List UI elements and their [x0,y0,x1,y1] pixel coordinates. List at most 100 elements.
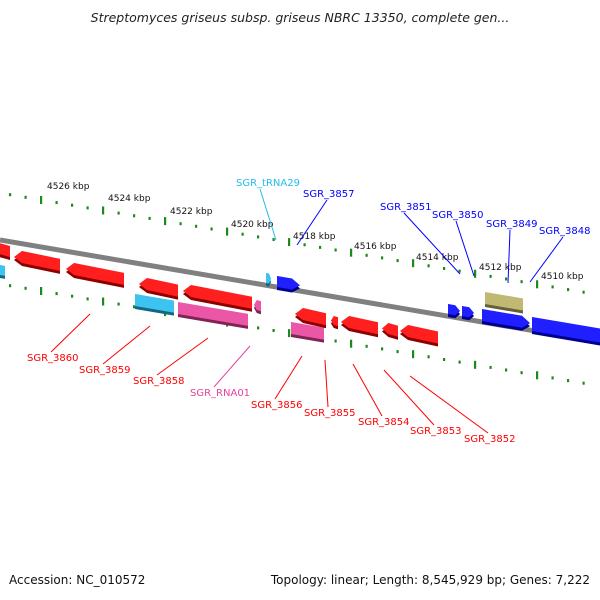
feature-label[interactable]: SGR_3856 [251,400,303,411]
feature-label[interactable]: SGR_3854 [358,417,410,428]
label-leader-line [455,220,475,277]
feature-rna[interactable] [178,302,248,329]
feature-label[interactable]: SGR_RNA01 [190,388,250,399]
scale-bottom-major-tick [474,360,477,369]
feature-label[interactable]: SGR_3848 [539,226,591,237]
feature-rna[interactable] [291,322,324,343]
scale-bottom-major-tick [102,297,105,306]
scale-bottom-minor-tick [458,360,461,364]
feature-sgr-rna01[interactable] [254,300,261,315]
scale-bottom-minor-tick [427,355,430,359]
scale-bottom-minor-tick [133,305,136,309]
scale-bottom-minor-tick [55,292,58,296]
feature-sgr-3856[interactable] [295,308,326,329]
scale-top-minor-tick [257,235,260,239]
scale-top-minor-tick [9,193,12,197]
scale-top-major-tick [288,238,291,247]
feature-label[interactable]: SGR_3852 [464,434,516,445]
scale-top-minor-tick [195,224,198,228]
feature-sgr-3850[interactable] [462,306,474,321]
feature-sgr-3851[interactable] [448,304,460,319]
label-leader-line [213,345,251,388]
feature-labels[interactable]: SGR_tRNA29SGR_3857SGR_3851SGR_3850SGR_38… [27,178,591,445]
feature-label[interactable]: SGR_3851 [380,202,432,213]
scale-top-major-tick [226,227,229,236]
scale-top-major-tick [536,280,539,289]
scale-top-major-tick [164,217,167,226]
feature-trna-sgr-trna29[interactable] [266,273,271,287]
scale-label: 4516 kbp [354,242,397,252]
scale-top-major-tick [102,206,105,215]
scale-bottom-major-tick [536,371,539,380]
feature-sgr-3855[interactable] [331,316,338,330]
feature-label[interactable]: SGR_3859 [79,365,131,376]
scale-bottom-major-tick [288,329,291,338]
label-leader-line [352,363,383,417]
label-leaders [50,188,564,434]
scale-top-minor-tick [24,195,27,199]
scale-bottom-minor-tick [443,358,446,361]
scale-label: 4524 kbp [108,194,151,204]
feature-trna[interactable] [0,264,5,279]
feature-sgr-3853[interactable] [382,323,398,340]
label-leader-line [102,325,151,365]
feature-label[interactable]: SGR_3858 [133,376,185,387]
scale-bottom-minor-tick [71,294,74,298]
scale-top-minor-tick [303,243,306,247]
label-leader-line [403,212,461,275]
feature-trna[interactable] [135,294,174,316]
feature-label[interactable]: SGR_3860 [27,353,79,364]
feature-sgr-3857[interactable] [277,276,300,293]
feature-sgr-3854[interactable] [341,316,378,338]
feature-gene[interactable] [14,251,60,274]
feature-gene[interactable] [0,243,10,261]
scale-bottom-minor-tick [520,371,523,375]
feature-label[interactable]: SGR_tRNA29 [236,178,300,189]
feature-label[interactable]: SGR_3853 [410,426,462,437]
scale-bottom-minor-tick [334,339,337,343]
scale-label: 4510 kbp [541,272,584,282]
scale-top-minor-tick [133,214,136,218]
label-leader-line [507,229,511,284]
scale-bottom-minor-tick [396,350,399,354]
scale-top-major-tick [474,269,477,278]
scale-label: 4512 kbp [479,263,522,273]
scale-top-major-tick [40,196,43,204]
topology-text: Topology: linear; Length: 8,545,929 bp; … [270,573,590,587]
feature-sgr-3849[interactable] [485,292,523,314]
scale-label: 4520 kbp [231,220,274,230]
scale-bottom-minor-tick [567,379,570,383]
scale-top-minor-tick [148,216,151,220]
accession-text: Accession: NC_010572 [9,573,146,587]
feature-label[interactable]: SGR_3849 [486,219,538,230]
scale-top-minor-tick [86,206,89,210]
feature-label[interactable]: SGR_3857 [303,189,355,200]
feature-sgr-3848[interactable] [532,317,600,346]
feature-gene[interactable] [139,278,178,300]
label-leader-line [259,188,277,241]
features[interactable] [0,243,600,347]
scale-top [9,193,585,294]
feature-gene[interactable] [66,263,124,288]
scale-top-minor-tick [427,264,430,268]
scale-bottom-minor-tick [24,286,27,290]
scale-top-minor-tick [117,211,120,215]
feature-sgr-3849-gene[interactable] [482,309,530,331]
scale-top-minor-tick [582,290,585,294]
scale-label: 4526 kbp [47,182,90,192]
feature-sgr-3852[interactable] [400,325,438,347]
scale-bottom-major-tick [40,287,43,295]
label-leader-line [274,355,303,400]
scale-top-minor-tick [520,280,523,284]
scale-top-minor-tick [567,288,570,292]
label-leader-line [529,236,564,283]
scale-bottom-minor-tick [551,376,554,380]
scale-top-minor-tick [179,222,182,226]
feature-label[interactable]: SGR_3850 [432,210,484,221]
scale-top-minor-tick [396,259,399,263]
feature-label[interactable]: SGR_3855 [304,408,356,419]
scale-top-minor-tick [551,285,554,289]
scale-top-minor-tick [71,203,74,207]
feature-gene[interactable] [183,285,252,312]
